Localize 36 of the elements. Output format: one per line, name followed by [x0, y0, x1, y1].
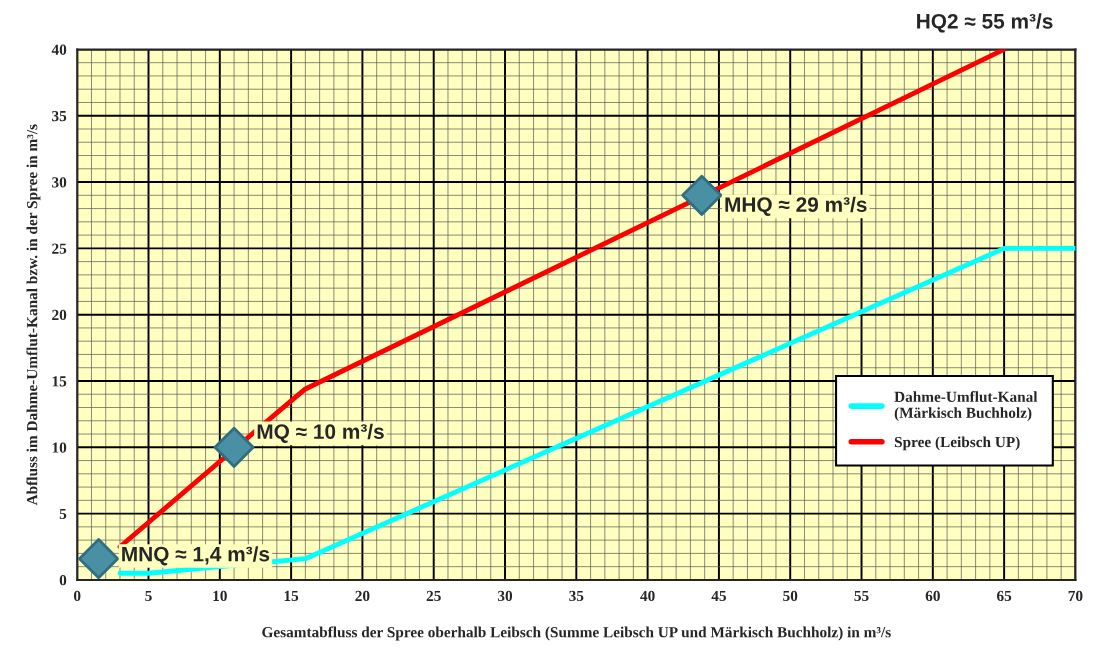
x-tick-label: 45	[711, 590, 726, 602]
y-tick-label: 5	[59, 508, 67, 520]
x-tick-label: 50	[783, 590, 798, 602]
line-series	[117, 245, 1076, 576]
annotation: MHQ ≈ 29 m³/s	[725, 196, 867, 216]
legend-label: Dahme-Umflut-Kanal (Märkisch Buchholz)	[894, 391, 1038, 422]
x-tick-label: 65	[997, 590, 1012, 602]
y-tick-label: 40	[51, 44, 67, 55]
x-tick-label: 15	[284, 590, 299, 602]
annotation: MNQ ≈ 1,4 m³/s	[122, 546, 270, 566]
y-tick-label: 10	[52, 442, 67, 453]
x-axis-title: Gesamtabfluss der Spree oberhalb Leibsch (Summe Leibsch UP und Märkisch Buchholz) in m³/s	[262, 626, 891, 641]
legend-label: Spree (Leibsch UP)	[894, 436, 1020, 451]
x-tick-label: 70	[1068, 590, 1083, 602]
x-tick-label: 60	[925, 590, 940, 602]
x-tick-label: 5	[145, 590, 152, 602]
y-axis-title: Abfluss im Dahme-Umflut-Kanal bzw. in der Spree in m³/s	[26, 124, 41, 506]
x-tick-label: 0	[73, 590, 81, 602]
point	[78, 538, 120, 580]
x-tick-label: 20	[355, 590, 370, 602]
y-tick-label: 20	[52, 309, 67, 321]
x-tick-label: 40	[640, 590, 655, 602]
x-tick-label: 55	[854, 590, 869, 602]
y-tick-label: 35	[52, 110, 67, 122]
x-tick-label: 10	[213, 590, 227, 602]
y-tick-label: 15	[52, 376, 67, 387]
annotation: MQ ≈ 10 m³/s	[257, 423, 384, 443]
point	[681, 174, 723, 216]
y-tick-label: 0	[59, 575, 67, 586]
y-tick-label: 30	[52, 177, 67, 188]
text: HQ2 ≈ 55 m³/s	[917, 13, 1053, 33]
x-tick-label: 35	[569, 590, 584, 602]
x-tick-label: 25	[426, 590, 441, 602]
point	[213, 426, 255, 468]
x-tick-label: 30	[497, 590, 513, 602]
y-tick-label: 25	[52, 243, 67, 254]
